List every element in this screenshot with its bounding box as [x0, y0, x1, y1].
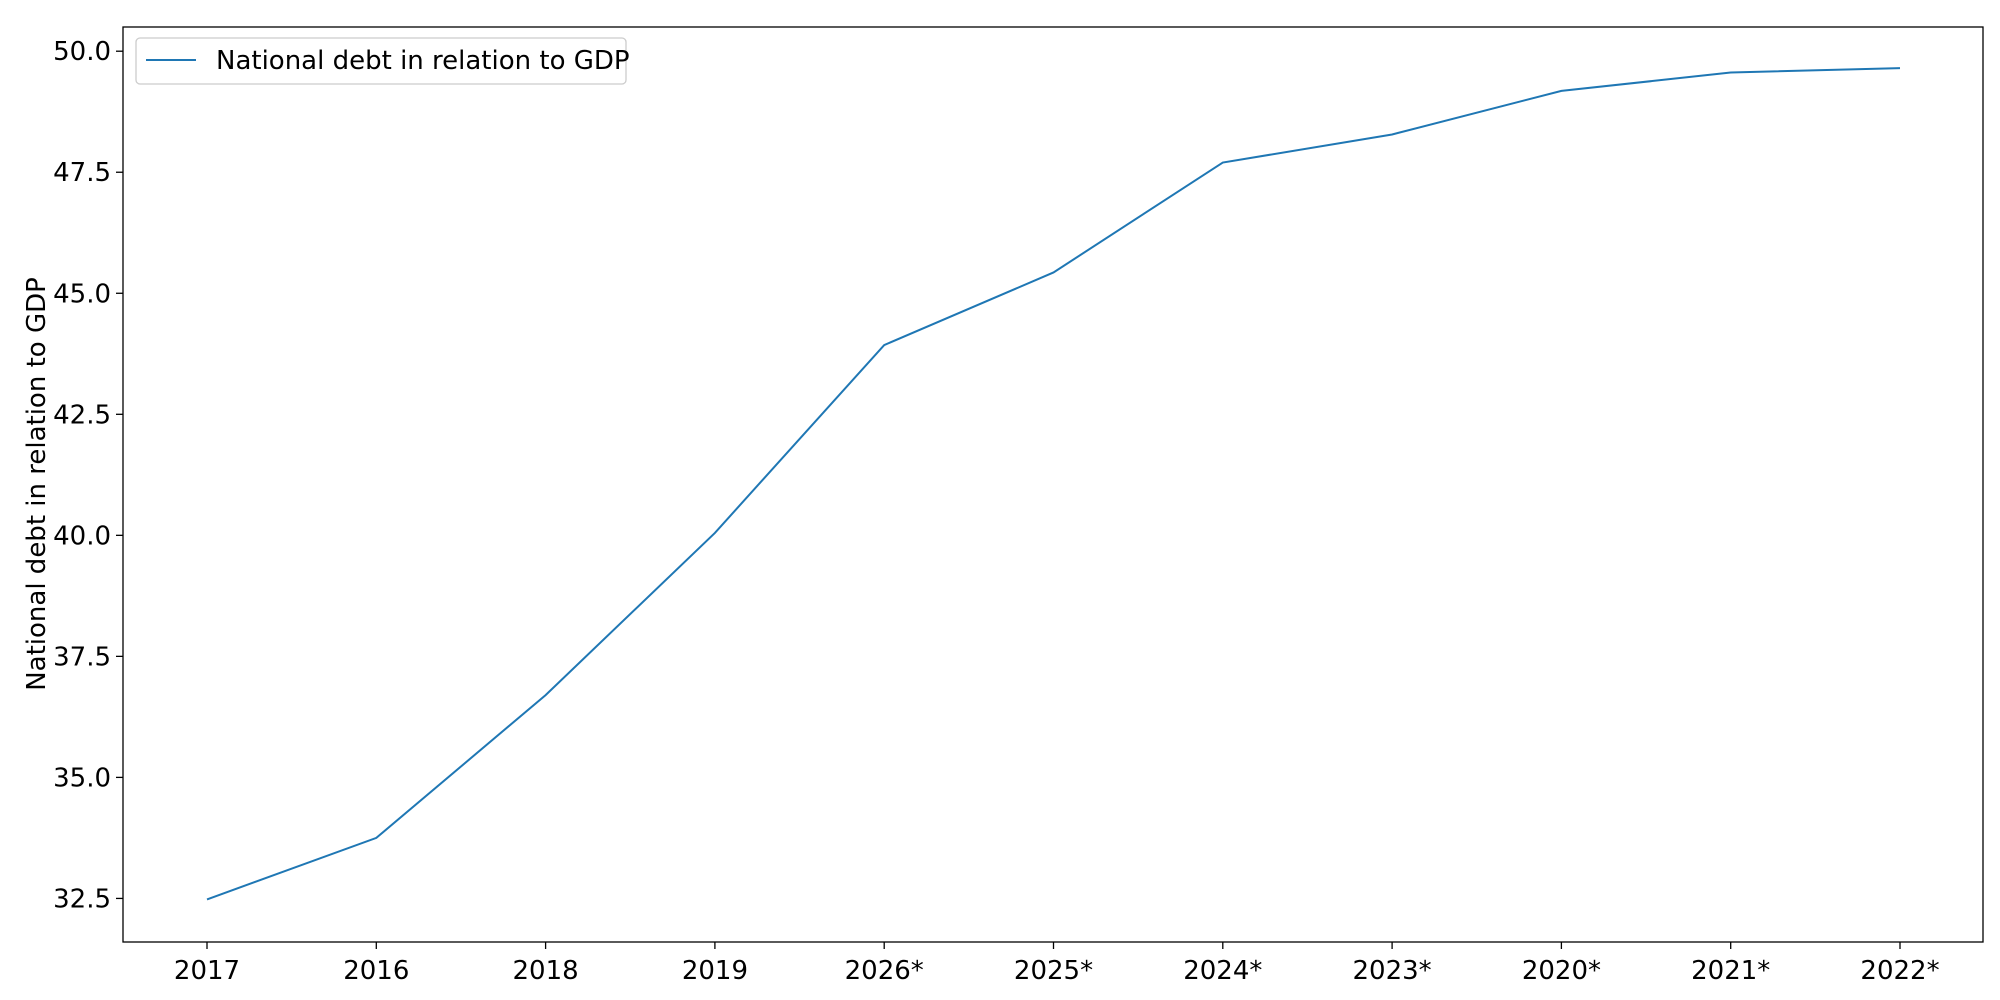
x-tick-label: 2019 — [682, 956, 748, 986]
series-line-national-debt — [206, 67, 1901, 901]
y-tick-label: 37.5 — [53, 642, 111, 672]
x-tick-label: 2022* — [1860, 956, 1939, 986]
y-tick-label: 47.5 — [53, 158, 111, 188]
x-tick-label: 2024* — [1183, 956, 1262, 986]
plot-frame — [122, 26, 1984, 943]
y-axis-label: National debt in relation to GDP — [22, 277, 52, 691]
x-tick-label: 2020* — [1522, 956, 1601, 986]
legend-box — [135, 37, 627, 85]
x-tick-label: 2026* — [845, 956, 924, 986]
y-tick-label: 45.0 — [53, 279, 111, 309]
x-axis-ticks: 2017 2016 2018 2019 2026* 2025* 2024* 2023* 2020… — [174, 942, 1940, 986]
y-tick-label: 42.5 — [53, 400, 111, 430]
x-tick-label: 2021* — [1691, 956, 1770, 986]
x-tick-label: 2018 — [513, 956, 579, 986]
x-tick-label: 2025* — [1014, 956, 1093, 986]
y-tick-label: 40.0 — [53, 521, 111, 551]
x-tick-label: 2017 — [174, 956, 240, 986]
legend: National debt in relation to GDP — [135, 37, 630, 85]
y-axis-ticks: 32.5 35.0 37.5 40.0 42.5 45.0 47.5 50.0 — [53, 37, 123, 914]
x-tick-label: 2023* — [1353, 956, 1432, 986]
x-tick-label: 2016 — [343, 956, 409, 986]
y-tick-label: 50.0 — [53, 37, 111, 67]
legend-label: National debt in relation to GDP — [216, 46, 630, 76]
y-tick-label: 35.0 — [53, 763, 111, 793]
y-tick-label: 32.5 — [53, 884, 111, 914]
